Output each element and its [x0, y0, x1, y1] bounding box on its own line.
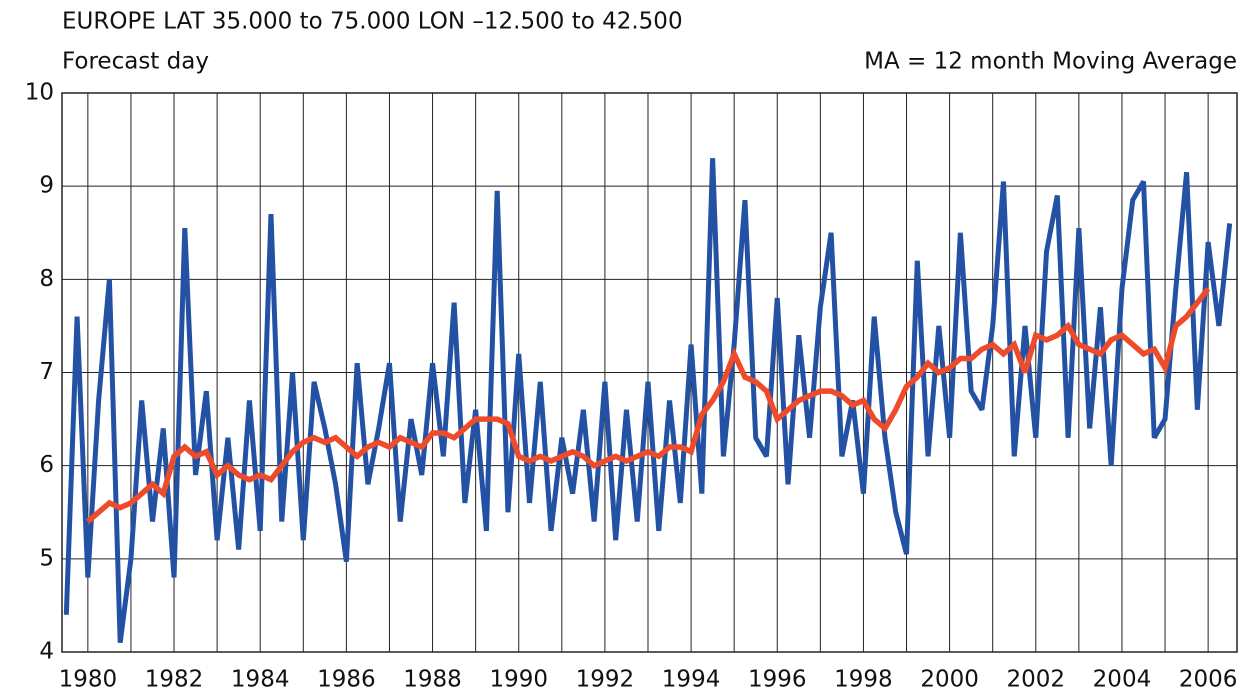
- series-line: [63, 158, 1233, 643]
- x-tick-label: 2004: [1093, 667, 1152, 693]
- x-tick-label: 1986: [317, 667, 376, 693]
- y-tick-label: 10: [25, 80, 54, 106]
- series-line: [86, 286, 1211, 524]
- y-tick-label: 9: [39, 173, 54, 199]
- y-tick-label: 7: [39, 359, 54, 385]
- x-tick-label: 2000: [920, 667, 979, 693]
- x-tick-label: 1984: [231, 667, 290, 693]
- x-tick-label: 2002: [1007, 667, 1066, 693]
- x-tick-label: 1996: [748, 667, 807, 693]
- x-tick-label: 1998: [834, 667, 893, 693]
- plot-frame: [61, 92, 1238, 653]
- y-tick-label: 8: [39, 266, 54, 292]
- x-tick-label: 1982: [145, 667, 204, 693]
- x-tick-label: 1988: [403, 667, 462, 693]
- y-tick-label: 4: [39, 639, 54, 665]
- y-tick-label: 6: [39, 452, 54, 478]
- annotation: MA = 12 month Moving Average: [864, 49, 1237, 75]
- x-tick-label: 1994: [662, 667, 721, 693]
- x-tick-label: 1990: [489, 667, 548, 693]
- y-tick-label: 5: [39, 545, 54, 571]
- chart-subtitle: Forecast day: [62, 49, 209, 75]
- x-tick-label: 2006: [1179, 667, 1238, 693]
- x-tick-label: 1980: [59, 667, 118, 693]
- x-tick-label: 1992: [576, 667, 635, 693]
- chart-title: EUROPE LAT 35.000 to 75.000 LON –12.500 …: [62, 9, 683, 35]
